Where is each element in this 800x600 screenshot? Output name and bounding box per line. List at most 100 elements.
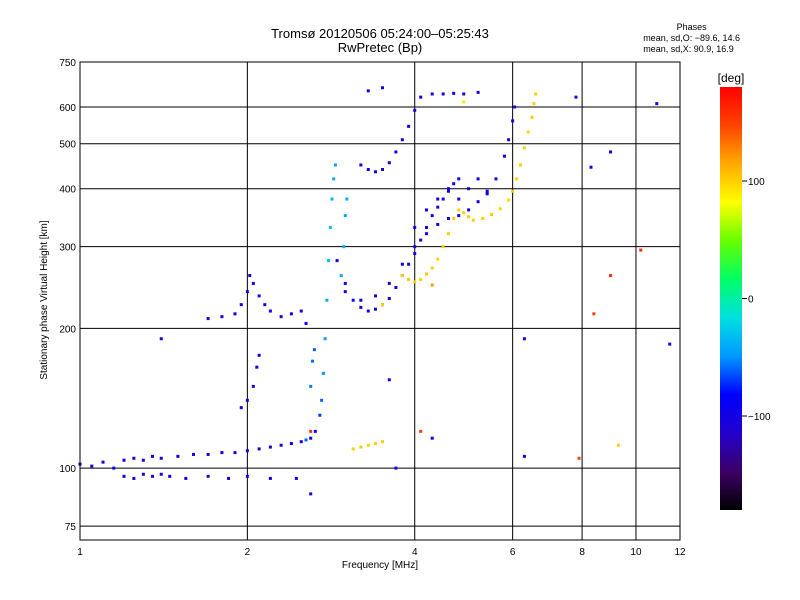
data-point <box>325 298 329 302</box>
data-point <box>457 197 461 201</box>
x-tick-label: 12 <box>674 547 686 558</box>
data-point <box>359 305 363 309</box>
data-point <box>380 440 384 444</box>
data-point <box>294 476 298 480</box>
data-point <box>359 445 363 449</box>
data-point <box>279 315 283 319</box>
x-axis-label: Frequency [MHz] <box>342 560 418 571</box>
data-point <box>339 274 343 278</box>
data-point <box>522 454 526 458</box>
data-point <box>589 165 593 169</box>
data-point <box>430 92 434 96</box>
data-point <box>245 398 249 402</box>
data-point <box>159 337 163 341</box>
data-point <box>141 472 145 476</box>
data-point <box>430 436 434 440</box>
data-point <box>327 259 331 263</box>
data-point <box>394 286 398 290</box>
data-point <box>419 429 423 433</box>
data-point <box>304 438 308 442</box>
data-point <box>413 280 417 284</box>
data-point <box>609 274 613 278</box>
data-point <box>366 89 370 93</box>
data-point <box>239 406 243 410</box>
x-axis-ticks: 1 2 4 6 8 10 12 <box>77 547 686 558</box>
y-axis-ticks: 75 100 200 300 400 500 600 750 <box>59 58 76 533</box>
data-point <box>476 177 480 181</box>
data-point <box>257 447 261 451</box>
data-point <box>366 443 370 447</box>
data-point <box>248 274 252 278</box>
data-point <box>471 218 475 222</box>
data-point <box>616 443 620 447</box>
data-point <box>526 130 530 134</box>
grid-lines <box>80 62 680 540</box>
data-point <box>309 384 313 388</box>
data-point <box>206 317 210 321</box>
y-tick-label: 200 <box>59 324 76 335</box>
data-point <box>530 115 534 119</box>
data-point <box>323 337 327 341</box>
data-point <box>452 91 456 95</box>
data-point <box>413 252 417 256</box>
data-point <box>494 177 498 181</box>
data-point <box>400 138 404 142</box>
data-point <box>407 277 411 281</box>
chart-title: Tromsø 20120506 05:24:00–05:25:43 <box>271 26 489 41</box>
data-point <box>351 298 355 302</box>
data-point <box>318 413 322 417</box>
data-point <box>184 476 188 480</box>
data-point <box>373 294 377 298</box>
data-point <box>425 232 429 236</box>
data-point <box>343 281 347 285</box>
data-point <box>452 182 456 186</box>
data-point <box>407 262 411 266</box>
data-point <box>366 167 370 171</box>
data-point <box>668 342 672 346</box>
data-point <box>268 476 272 480</box>
data-point <box>387 281 391 285</box>
data-point <box>257 353 261 357</box>
y-tick-label: 300 <box>59 243 76 254</box>
data-point <box>263 303 267 307</box>
data-point <box>394 466 398 470</box>
data-point <box>373 170 377 174</box>
phases-legend: Phases mean, sd,O: −89.6, 14.6 mean, sd,… <box>643 22 740 55</box>
data-point <box>457 177 461 181</box>
data-point <box>309 492 313 496</box>
data-point <box>245 474 249 478</box>
data-point <box>289 312 293 316</box>
data-point <box>400 274 404 278</box>
data-point <box>387 296 391 300</box>
data-point <box>112 466 116 470</box>
data-point <box>413 108 417 112</box>
data-point <box>380 303 384 307</box>
data-point <box>511 119 515 123</box>
data-point <box>141 458 145 462</box>
colorbar-tick-label: 0 <box>748 295 754 306</box>
colorbar <box>720 87 742 510</box>
data-point <box>467 187 471 191</box>
x-tick-label: 1 <box>77 547 83 558</box>
data-point <box>446 187 450 191</box>
data-point <box>268 309 272 313</box>
data-point <box>515 177 519 181</box>
data-point <box>441 92 445 96</box>
data-point <box>413 225 417 229</box>
phases-line-x: mean, sd,X: 90.9, 16.9 <box>643 44 734 54</box>
data-point <box>419 277 423 281</box>
data-point <box>467 215 471 219</box>
data-point <box>485 189 489 193</box>
data-point <box>132 476 136 480</box>
data-point <box>268 445 272 449</box>
data-point <box>609 150 613 154</box>
data-point <box>321 371 325 375</box>
phases-line-o: mean, sd,O: −89.6, 14.6 <box>643 33 740 43</box>
data-point <box>485 192 489 196</box>
data-point <box>436 197 440 201</box>
data-point <box>441 197 445 201</box>
data-point <box>574 95 578 99</box>
x-tick-label: 10 <box>630 547 642 558</box>
data-point <box>251 384 255 388</box>
